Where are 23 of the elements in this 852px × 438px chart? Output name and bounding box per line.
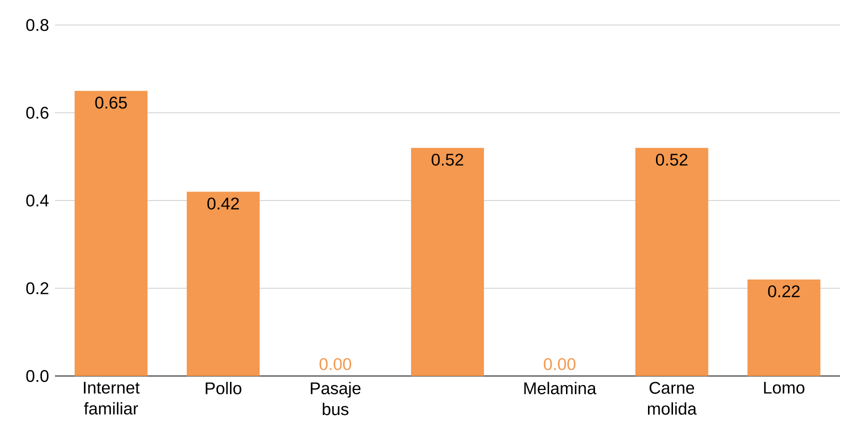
x-tick-label: Carne molida	[648, 382, 697, 415]
y-tick-label: 0.0	[26, 370, 48, 382]
y-tick-label: 0.4	[26, 194, 49, 207]
bar	[635, 148, 708, 376]
y-tick-label: 0.8	[26, 19, 48, 32]
y-tick-label: 0.6	[26, 106, 48, 119]
bar	[74, 90, 148, 376]
x-tick-label: Pollo	[206, 382, 242, 394]
data-label: 0.00	[320, 358, 352, 370]
x-tick-label: Melamina	[524, 382, 596, 394]
bar	[411, 148, 484, 376]
data-label: 0.65	[95, 96, 127, 109]
data-label: 0.42	[207, 198, 239, 210]
x-tick-label: Internet familiar	[84, 382, 140, 415]
x-tick-label: Lomo	[764, 382, 804, 394]
y-tick-label: 0.2	[26, 282, 48, 294]
data-label: 0.52	[432, 154, 464, 166]
data-label: 0.52	[656, 154, 688, 166]
x-tick-label: Pasaje bus	[310, 382, 360, 416]
data-label: 0.22	[768, 285, 800, 298]
bar	[186, 192, 260, 376]
data-label: 0.00	[544, 358, 576, 370]
bar	[747, 279, 820, 376]
